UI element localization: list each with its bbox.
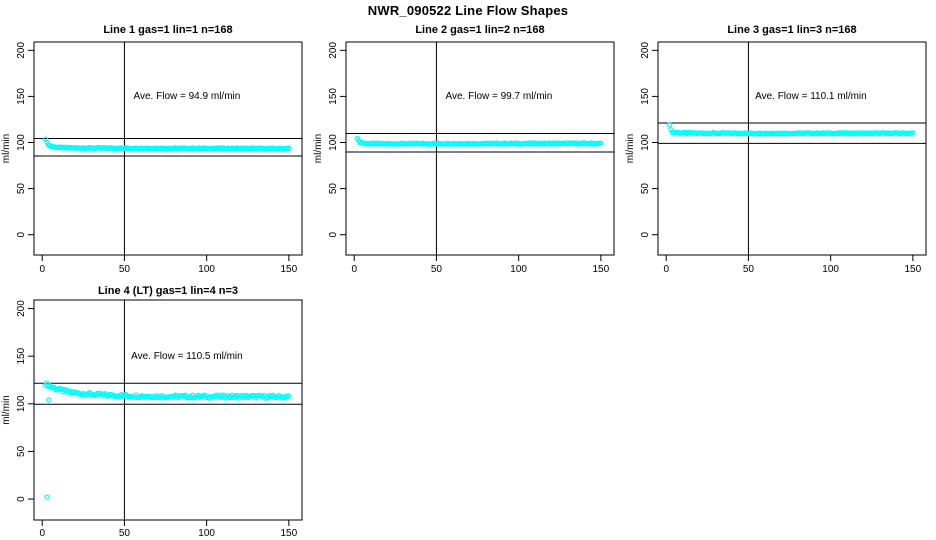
- figure-title: NWR_090522 Line Flow Shapes: [367, 3, 569, 18]
- y-tick-label: 100: [16, 395, 27, 412]
- subplot-title: Line 2 gas=1 lin=2 n=168: [415, 24, 544, 36]
- plot-box: [657, 41, 927, 256]
- subplot-line-3: 0 50 100 150 0 50 100 150 200 ml/min Line 3 gas=1 …: [624, 20, 936, 280]
- y-tick-label: 0: [328, 231, 339, 237]
- y-tick-label: 150: [328, 88, 339, 105]
- x-tick-label: 0: [39, 264, 45, 275]
- y-tick-label: 50: [16, 445, 27, 457]
- subplot-title: Line 1 gas=1 lin=1 n=168: [103, 24, 232, 36]
- y-tick-label: 50: [328, 183, 339, 195]
- plot-box: [345, 41, 615, 256]
- x-tick-label: 100: [198, 528, 215, 539]
- subplot-title: Line 4 (LT) gas=1 lin=4 n=3: [98, 285, 238, 297]
- ave-flow-annotation: Ave. Flow = 94.9 ml/min: [134, 91, 241, 102]
- plot-line-3: 0 50 100 150 0 50 100 150 200 ml/min Line 3 gas=1 …: [625, 24, 927, 275]
- y-axis-title: ml/min: [313, 134, 324, 163]
- y-tick-label: 100: [328, 134, 339, 151]
- ave-flow-annotation: Ave. Flow = 110.1 ml/min: [755, 91, 867, 102]
- data-points: [354, 135, 604, 147]
- x-tick-label: 50: [743, 264, 755, 275]
- x-tick-label: 50: [119, 264, 131, 275]
- y-axis-title: ml/min: [1, 134, 12, 163]
- x-tick-label: 150: [281, 264, 298, 275]
- y-tick-label: 0: [16, 496, 27, 502]
- outlier-point: [44, 494, 50, 500]
- x-tick-label: 100: [510, 264, 527, 275]
- x-tick-label: 50: [119, 528, 131, 539]
- x-tick-label: 0: [39, 528, 45, 539]
- y-tick-label: 100: [640, 134, 651, 151]
- y-tick-label: 100: [16, 134, 27, 151]
- subplot-line-4: 0 50 100 150 0 50 100 150 200 ml/min Line 4 (LT) g…: [0, 280, 312, 540]
- data-point: [910, 130, 916, 136]
- y-tick-label: 150: [640, 88, 651, 105]
- y-tick-label: 150: [16, 347, 27, 364]
- data-points: [42, 380, 292, 500]
- y-tick-label: 50: [640, 183, 651, 195]
- y-tick-label: 150: [16, 88, 27, 105]
- ave-flow-annotation: Ave. Flow = 99.7 ml/min: [446, 91, 553, 102]
- plot-line-2: 0 50 100 150 0 50 100 150 200 ml/min Line 2 gas=1 …: [313, 24, 615, 275]
- data-point: [286, 145, 292, 152]
- y-tick-label: 200: [640, 42, 651, 59]
- y-tick-label: 200: [16, 42, 27, 59]
- outlier-point: [46, 397, 52, 403]
- data-point: [666, 121, 673, 128]
- ave-flow-annotation: Ave. Flow = 110.5 ml/min: [131, 351, 243, 362]
- plot-box: [33, 299, 303, 521]
- x-tick-label: 150: [593, 264, 610, 275]
- x-tick-label: 150: [905, 264, 922, 275]
- data-point: [598, 140, 604, 146]
- y-tick-label: 0: [640, 231, 651, 237]
- x-tick-label: 0: [351, 264, 357, 275]
- data-point: [286, 393, 292, 399]
- empty-cell: [312, 280, 624, 540]
- plot-line-1: 0 50 100 150 0 50 100 150 200 ml/min Line 1 gas=1 …: [1, 24, 303, 275]
- plot-grid: 0 50 100 150 0 50 100 150 200 ml/min Line 1 gas=1 …: [0, 20, 936, 540]
- y-axis-title: ml/min: [1, 395, 12, 424]
- plot-box: [33, 41, 303, 256]
- y-tick-label: 200: [16, 300, 27, 317]
- y-tick-label: 0: [16, 231, 27, 237]
- empty-cell: [624, 280, 936, 540]
- y-tick-label: 200: [328, 42, 339, 59]
- y-tick-label: 50: [16, 183, 27, 195]
- y-axis-title: ml/min: [625, 134, 636, 163]
- data-points: [42, 136, 292, 152]
- x-tick-label: 0: [663, 264, 669, 275]
- subplot-title: Line 3 gas=1 lin=3 n=168: [727, 24, 856, 36]
- x-tick-label: 50: [431, 264, 443, 275]
- data-points: [666, 121, 916, 137]
- x-tick-label: 100: [198, 264, 215, 275]
- subplot-line-2: 0 50 100 150 0 50 100 150 200 ml/min Line 2 gas=1 …: [312, 20, 624, 280]
- x-tick-label: 150: [281, 528, 298, 539]
- plot-line-4: 0 50 100 150 0 50 100 150 200 ml/min Line 4 (LT) g…: [1, 285, 303, 539]
- subplot-line-1: 0 50 100 150 0 50 100 150 200 ml/min Line 1 gas=1 …: [0, 20, 312, 280]
- x-tick-label: 100: [822, 264, 839, 275]
